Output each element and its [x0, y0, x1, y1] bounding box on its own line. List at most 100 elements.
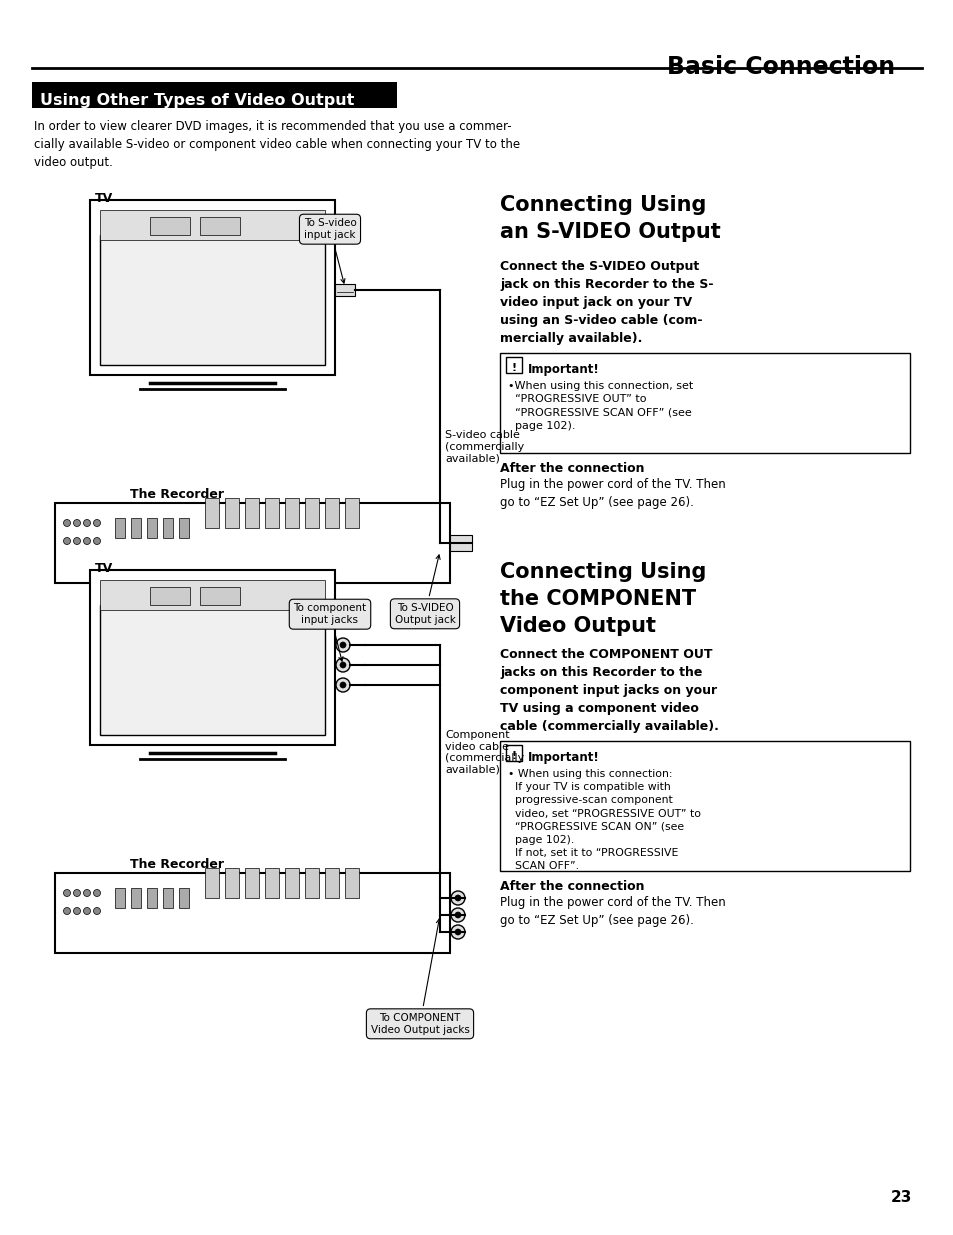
- Text: Using Other Types of Video Output: Using Other Types of Video Output: [40, 93, 354, 107]
- Text: Plug in the power cord of the TV. Then
go to “EZ Set Up” (see page 26).: Plug in the power cord of the TV. Then g…: [499, 897, 725, 927]
- Text: After the connection: After the connection: [499, 462, 644, 475]
- Bar: [200, 587, 240, 605]
- Text: The Recorder: The Recorder: [130, 858, 224, 871]
- Bar: [325, 868, 338, 898]
- Text: To COMPONENT
Video Output jacks: To COMPONENT Video Output jacks: [370, 919, 469, 1035]
- Text: Connect the S-VIDEO Output
jack on this Recorder to the S-
video input jack on y: Connect the S-VIDEO Output jack on this …: [499, 261, 713, 345]
- Bar: [285, 868, 298, 898]
- Text: •When using this connection, set
  “PROGRESSIVE OUT” to
  “PROGRESSIVE SCAN OFF”: •When using this connection, set “PROGRE…: [507, 382, 693, 431]
- Text: Connecting Using: Connecting Using: [499, 195, 705, 215]
- Text: After the connection: After the connection: [499, 881, 644, 893]
- Circle shape: [73, 520, 80, 526]
- Circle shape: [335, 678, 350, 692]
- Circle shape: [84, 520, 91, 526]
- Bar: [150, 217, 190, 235]
- Circle shape: [73, 908, 80, 914]
- Bar: [147, 888, 157, 908]
- Bar: [305, 868, 318, 898]
- Circle shape: [455, 929, 460, 935]
- Bar: [147, 517, 157, 538]
- Bar: [179, 888, 189, 908]
- Text: In order to view clearer DVD images, it is recommended that you use a commer-
ci: In order to view clearer DVD images, it …: [34, 120, 519, 169]
- Bar: [100, 210, 325, 240]
- Bar: [131, 888, 141, 908]
- Circle shape: [455, 911, 460, 918]
- Bar: [499, 741, 909, 871]
- Bar: [499, 353, 909, 453]
- Bar: [245, 498, 258, 529]
- Text: TV: TV: [95, 562, 113, 576]
- Bar: [345, 498, 358, 529]
- Text: Component
video cable
(commercially
available): Component video cable (commercially avai…: [444, 730, 524, 774]
- Circle shape: [339, 642, 346, 648]
- Circle shape: [335, 638, 350, 652]
- Bar: [305, 498, 318, 529]
- Bar: [90, 200, 335, 375]
- Bar: [90, 571, 335, 745]
- Bar: [150, 587, 190, 605]
- Circle shape: [451, 925, 464, 939]
- Text: !: !: [511, 363, 516, 373]
- Text: !: !: [511, 751, 516, 761]
- Circle shape: [73, 537, 80, 545]
- Text: the COMPONENT: the COMPONENT: [499, 589, 696, 609]
- Bar: [131, 517, 141, 538]
- Text: TV: TV: [95, 191, 113, 205]
- Bar: [100, 235, 325, 366]
- Bar: [100, 605, 325, 735]
- Circle shape: [64, 889, 71, 897]
- Circle shape: [73, 889, 80, 897]
- Circle shape: [93, 908, 100, 914]
- Text: Video Output: Video Output: [499, 616, 656, 636]
- Bar: [225, 868, 239, 898]
- Circle shape: [335, 658, 350, 672]
- Text: Important!: Important!: [527, 751, 599, 764]
- Bar: [265, 498, 278, 529]
- Text: Connecting Using: Connecting Using: [499, 562, 705, 582]
- Text: The Recorder: The Recorder: [130, 488, 224, 501]
- Circle shape: [64, 520, 71, 526]
- Bar: [325, 498, 338, 529]
- Circle shape: [339, 682, 346, 688]
- Circle shape: [84, 908, 91, 914]
- Text: 23: 23: [890, 1191, 911, 1205]
- Text: To S-VIDEO
Output jack: To S-VIDEO Output jack: [395, 555, 455, 625]
- Bar: [505, 357, 521, 373]
- Circle shape: [93, 889, 100, 897]
- Bar: [55, 503, 450, 583]
- Bar: [163, 517, 172, 538]
- Bar: [32, 82, 396, 107]
- Bar: [100, 580, 325, 610]
- Bar: [225, 498, 239, 529]
- Text: Basic Connection: Basic Connection: [666, 56, 894, 79]
- Bar: [345, 868, 358, 898]
- Circle shape: [64, 537, 71, 545]
- Bar: [115, 888, 125, 908]
- Bar: [285, 498, 298, 529]
- Text: Plug in the power cord of the TV. Then
go to “EZ Set Up” (see page 26).: Plug in the power cord of the TV. Then g…: [499, 478, 725, 509]
- Bar: [335, 284, 355, 296]
- Text: Important!: Important!: [527, 363, 599, 375]
- Circle shape: [93, 537, 100, 545]
- Text: an S-VIDEO Output: an S-VIDEO Output: [499, 222, 720, 242]
- Text: To S-video
input jack: To S-video input jack: [303, 219, 356, 283]
- Circle shape: [451, 908, 464, 923]
- Bar: [505, 745, 521, 761]
- Text: To component
input jacks: To component input jacks: [294, 604, 366, 661]
- Circle shape: [64, 908, 71, 914]
- Bar: [205, 868, 219, 898]
- Bar: [205, 498, 219, 529]
- Bar: [179, 517, 189, 538]
- Circle shape: [455, 895, 460, 902]
- Bar: [55, 873, 450, 953]
- Circle shape: [84, 889, 91, 897]
- Circle shape: [339, 662, 346, 668]
- Bar: [265, 868, 278, 898]
- Circle shape: [93, 520, 100, 526]
- Circle shape: [451, 890, 464, 905]
- Text: Connect the COMPONENT OUT
jacks on this Recorder to the
component input jacks on: Connect the COMPONENT OUT jacks on this …: [499, 648, 719, 734]
- Bar: [115, 517, 125, 538]
- Bar: [450, 535, 472, 551]
- Text: S-video cable
(commercially
available): S-video cable (commercially available): [444, 430, 524, 463]
- Bar: [163, 888, 172, 908]
